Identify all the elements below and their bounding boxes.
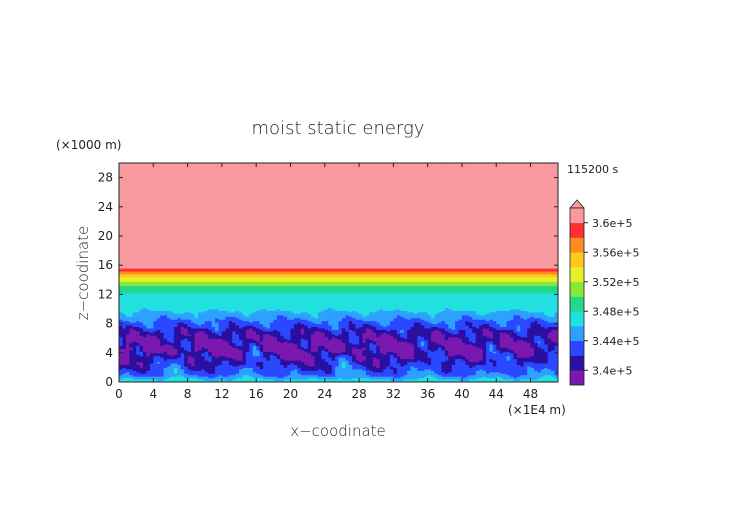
time-label: 115200 s bbox=[567, 163, 618, 176]
y-unit-label: (×1000 m) bbox=[56, 138, 121, 152]
plot-area bbox=[119, 163, 559, 383]
chart-title: moist static energy bbox=[252, 118, 425, 139]
